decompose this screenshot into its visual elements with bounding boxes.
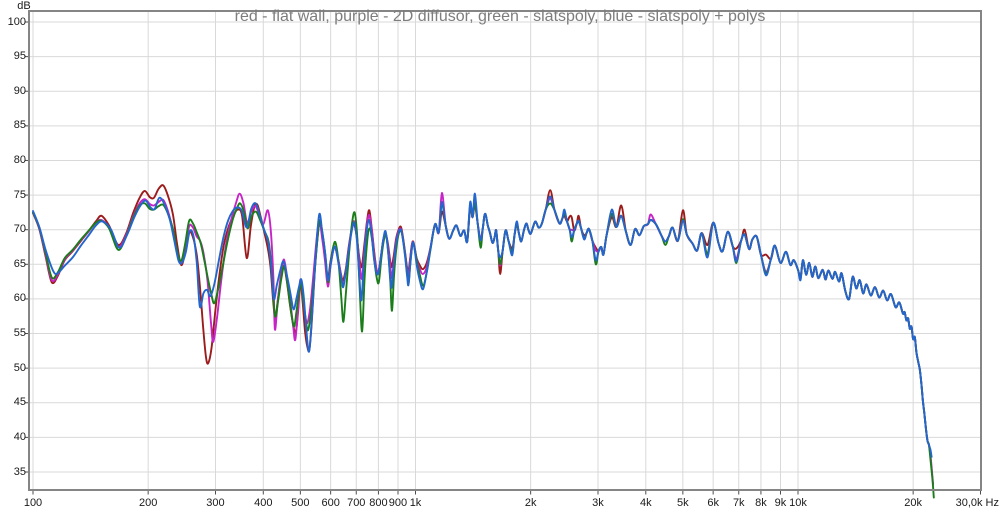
y-tick-label: 70 bbox=[13, 223, 26, 236]
y-tick-label: 90 bbox=[13, 84, 26, 97]
x-tick-label: 600 bbox=[321, 497, 340, 509]
x-tick-label: 500 bbox=[291, 497, 310, 509]
x-tick-label: 700 bbox=[347, 497, 366, 509]
x-tick-label: 200 bbox=[138, 497, 158, 509]
x-tick-label: 3k bbox=[592, 497, 604, 509]
x-tick-label: 2k bbox=[524, 497, 537, 509]
y-tick-label: 50 bbox=[13, 361, 26, 374]
y-tick-label: 55 bbox=[13, 327, 26, 340]
plot-border bbox=[28, 10, 982, 491]
x-tick-label: 8k bbox=[755, 497, 767, 509]
y-axis-title: dB bbox=[17, 0, 31, 12]
x-tick-label: 300 bbox=[206, 497, 225, 509]
y-tick-label: 95 bbox=[13, 50, 26, 63]
series-blue-line bbox=[32, 192, 933, 458]
x-tick-label: 900 bbox=[388, 497, 408, 509]
y-tick-label: 65 bbox=[13, 257, 26, 270]
y-tick-label: 100 bbox=[7, 15, 26, 28]
x-tick-label: 9k bbox=[774, 497, 787, 509]
y-tick-label: 40 bbox=[13, 430, 26, 443]
y-tick-label: 35 bbox=[13, 465, 26, 478]
series-green-line bbox=[32, 202, 935, 499]
y-tick-label: 85 bbox=[13, 119, 26, 132]
x-tick-label: 20k bbox=[904, 497, 923, 509]
x-tick-label: 100 bbox=[23, 497, 43, 509]
y-tick-label: 45 bbox=[13, 396, 26, 409]
x-tick-label: 400 bbox=[254, 497, 273, 509]
x-tick-label: 5k bbox=[677, 497, 689, 509]
x-tick-label: 6k bbox=[707, 497, 719, 509]
x-tick-label: 4k bbox=[639, 497, 652, 509]
x-tick-label: 1k bbox=[409, 497, 422, 509]
series-red-line bbox=[32, 184, 932, 454]
x-tick-label: 7k bbox=[732, 497, 745, 509]
x-tick-label: 800 bbox=[369, 497, 388, 509]
x-tick-label: 10k bbox=[789, 497, 807, 509]
y-tick-label: 80 bbox=[13, 153, 26, 166]
x-tick-label: 30,0k Hz bbox=[955, 497, 999, 509]
chart-title-legend: red - flat wall, purple - 2D diffusor, g… bbox=[234, 8, 766, 25]
y-tick-label: 60 bbox=[13, 292, 26, 305]
y-tick-label: 75 bbox=[13, 188, 26, 201]
